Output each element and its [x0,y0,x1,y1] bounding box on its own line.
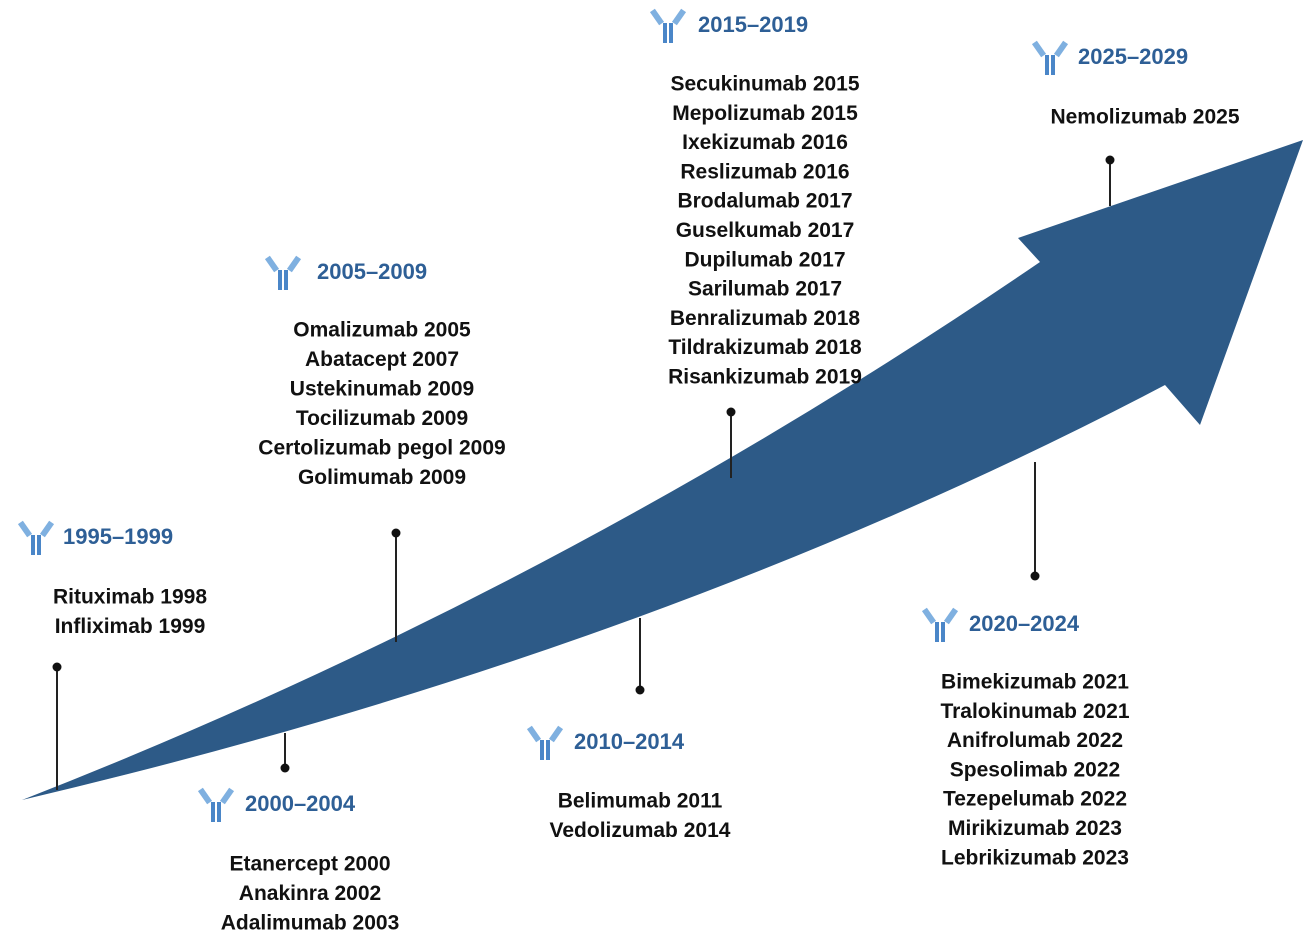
icon-stem [31,535,35,555]
drug-item: Spesolimab 2022 [950,758,1120,781]
drug-item: Lebrikizumab 2023 [941,846,1129,869]
period-label: 2015–2019 [698,12,808,37]
drug-item: Certolizumab pegol 2009 [258,437,505,460]
drug-item: Golimumab 2009 [298,466,466,489]
icon-stem [1045,55,1049,75]
antibody-icon [649,8,687,43]
drug-item: Tralokinumab 2021 [940,700,1129,723]
drug-item: Adalimumab 2003 [221,912,400,935]
drug-item: Ustekinumab 2009 [290,378,474,401]
drug-item: Nemolizumab 2025 [1050,106,1239,129]
antibody-icon [1031,40,1069,75]
icon-arm [921,607,937,625]
drug-item: Tocilizumab 2009 [296,407,468,430]
drug-item: Abatacept 2007 [305,348,459,371]
icon-arm [17,520,33,538]
icon-stem [1051,55,1055,75]
icon-stem [669,23,673,43]
connector-dot [280,763,290,773]
drug-item: Bimekizumab 2021 [941,671,1129,694]
antibody-icon [17,520,55,555]
period: 1995–1999 Rituximab 1998 Infliximab 1999 [53,524,207,638]
icon-stem [37,535,41,555]
icon-arm [1053,40,1069,58]
period: 2015–2019 Secukinumab 2015 Mepolizumab 201… [668,12,862,389]
icon-arm [671,8,687,26]
period: 2000–2004 Etanercept 2000 Anakinra 2002 Ada… [221,791,400,935]
drug-item: Belimumab 2011 [558,790,723,813]
drug-item: Anifrolumab 2022 [947,729,1123,752]
period-label: 2010–2014 [574,729,685,754]
drug-item: Mepolizumab 2015 [672,102,858,125]
period-label: 2025–2029 [1078,44,1188,69]
icon-stem [540,740,544,760]
drug-item: Mirikizumab 2023 [948,817,1122,840]
icon-arm [548,725,564,743]
antibody-icon [526,725,564,760]
icon-arm [286,255,302,273]
antibody-icon [921,607,959,642]
icon-arm [219,787,235,805]
icon-arm [649,8,665,26]
drug-item: Secukinumab 2015 [670,73,859,96]
drug-item: Tezepelumab 2022 [943,788,1127,811]
icon-stem [278,270,282,290]
connector-dot [1030,571,1040,581]
icon-stem [663,23,667,43]
connector-dot [391,528,401,538]
icon-stem [211,802,215,822]
drug-item: Ixekizumab 2016 [682,131,848,154]
icon-arm [943,607,959,625]
antibody-icon [264,255,302,290]
icon-stem [546,740,550,760]
period-label: 2000–2004 [245,791,356,816]
connector-dot [52,662,62,672]
period-label: 2020–2024 [969,611,1080,636]
drug-item: Etanercept 2000 [229,853,390,876]
period-label: 1995–1999 [63,524,173,549]
period: 2010–2014 Belimumab 2011 Vedolizumab 2014 [550,729,731,842]
drug-item: Benralizumab 2018 [670,307,861,330]
icon-arm [526,725,542,743]
drug-item: Tildrakizumab 2018 [668,336,862,359]
connector-dot [726,407,736,417]
drug-item: Sarilumab 2017 [688,278,842,301]
icon-stem [217,802,221,822]
icon-arm [264,255,280,273]
drug-item: Reslizumab 2016 [680,160,849,183]
icon-arm [39,520,55,538]
connectors [52,155,1115,790]
period: 2020–2024 Bimekizumab 2021 Tralokinumab 20… [940,611,1129,870]
drug-item: Risankizumab 2019 [668,366,862,389]
icon-stem [284,270,288,290]
icon-arm [1031,40,1047,58]
growth-arrow [22,140,1303,800]
icon-stem [941,622,945,642]
antibody-icon [197,787,235,822]
connector-dot [635,685,645,695]
connector-dot [1105,155,1115,165]
icon-stem [935,622,939,642]
drug-item: Dupilumab 2017 [684,248,845,271]
drug-item: Infliximab 1999 [55,615,206,638]
drug-item: Anakinra 2002 [239,882,381,905]
drug-item: Brodalumab 2017 [677,190,852,213]
drug-item: Vedolizumab 2014 [550,819,731,842]
period: 2025–2029 Nemolizumab 2025 [1050,44,1239,129]
drug-item: Omalizumab 2005 [293,319,471,342]
drug-item: Guselkumab 2017 [676,219,855,242]
drug-item: Rituximab 1998 [53,586,207,609]
period-label: 2005–2009 [317,259,427,284]
icon-arm [197,787,213,805]
period: 2005–2009 Omalizumab 2005 Abatacept 2007 Us… [258,259,505,489]
